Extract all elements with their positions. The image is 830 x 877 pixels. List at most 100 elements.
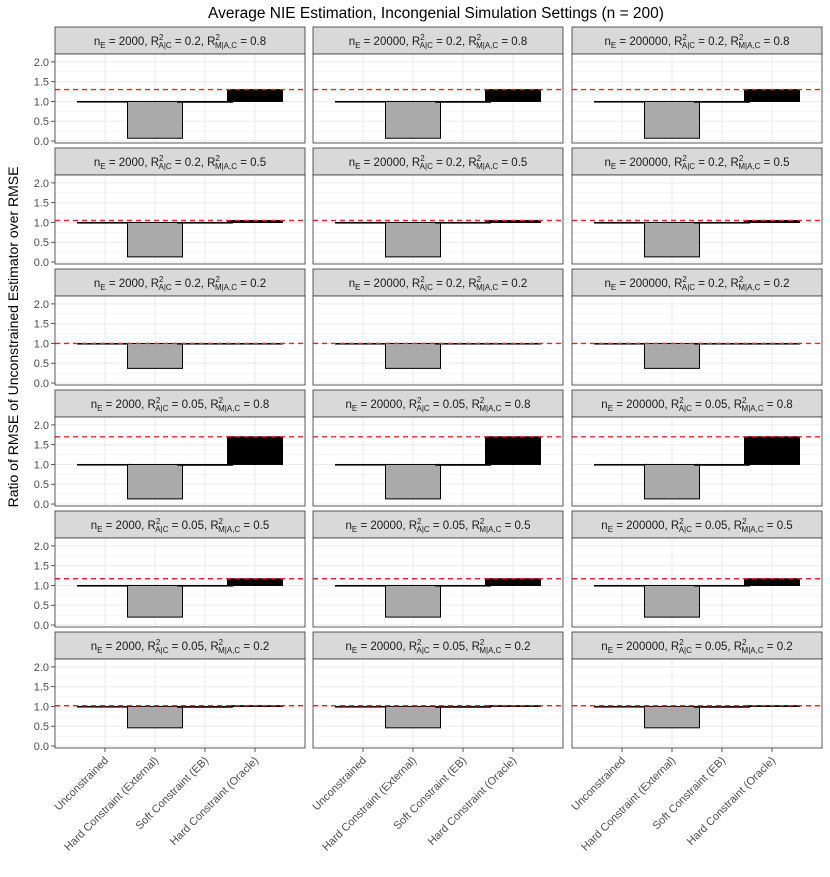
facet-label: nE = 2000, R2 A|C = 0.05, R2 M|A,C = 0.5 — [91, 517, 270, 534]
facet-strip — [312, 510, 564, 539]
panel-border — [312, 174, 564, 265]
facet-label: nE = 2000, R2 A|C = 0.2, R2 M|A,C = 0.5 — [94, 154, 266, 171]
facet-panel: nE = 2000, R2 A|C = 0.2, R2 M|A,C = 0.2 0.0… — [34, 268, 306, 390]
facet-panel: nE = 2000, R2 A|C = 0.05, R2 M|A,C = 0.5 0.… — [34, 510, 306, 632]
x-tick-label: Hard Constraint (External) — [62, 755, 161, 854]
bar — [127, 221, 183, 258]
panel-border — [571, 537, 823, 628]
y-tick-label: 1.0 — [34, 338, 49, 350]
x-tick-label: Hard Constraint (Oracle) — [685, 755, 778, 848]
facet-strip — [54, 26, 306, 55]
y-tick-label: 2.0 — [34, 541, 49, 553]
panel-border — [571, 416, 823, 507]
bar — [435, 221, 491, 224]
bar — [127, 463, 183, 500]
bar — [744, 578, 800, 586]
y-tick-label: 0.0 — [34, 741, 49, 753]
y-tick-label: 0.5 — [34, 358, 49, 370]
facet-strip — [54, 389, 306, 418]
facet-label: nE = 200000, R2 A|C = 0.05, R2 M|A,C = 0.5 — [601, 517, 792, 534]
facet-label: nE = 20000, R2 A|C = 0.05, R2 M|A,C = 0.8 — [346, 396, 531, 413]
bar — [177, 100, 233, 103]
y-tick-label: 2.0 — [34, 178, 49, 190]
facet-strip — [312, 147, 564, 176]
chart-title: Average NIE Estimation, Incongenial Simu… — [208, 5, 664, 22]
facet-panel: nE = 200000, R2 A|C = 0.2, R2 M|A,C = 0.2 — [571, 268, 823, 386]
y-tick-label: 0.0 — [34, 257, 49, 269]
facet-panel: nE = 2000, R2 A|C = 0.05, R2 M|A,C = 0.8 0.… — [34, 389, 306, 511]
facet-panel: nE = 2000, R2 A|C = 0.2, R2 M|A,C = 0.8 0.0… — [34, 26, 306, 148]
bar — [177, 221, 233, 224]
panel-border — [312, 537, 564, 628]
facet-label: nE = 20000, R2 A|C = 0.05, R2 M|A,C = 0.2 — [346, 638, 531, 655]
bar — [594, 705, 650, 708]
facet-panel: nE = 20000, R2 A|C = 0.05, R2 M|A,C = 0.5 — [312, 510, 564, 628]
y-tick-label: 0.5 — [34, 116, 49, 128]
bar — [385, 463, 441, 500]
panel-border — [312, 416, 564, 507]
facet-panel: nE = 200000, R2 A|C = 0.05, R2 M|A,C = 0.2… — [569, 631, 823, 853]
facet-label: nE = 200000, R2 A|C = 0.05, R2 M|A,C = 0.8 — [601, 396, 792, 413]
bar — [177, 584, 233, 587]
panel-border — [571, 53, 823, 144]
facet-label: nE = 200000, R2 A|C = 0.05, R2 M|A,C = 0.2 — [601, 638, 792, 655]
y-tick-label: 1.0 — [34, 701, 49, 713]
facet-strip — [54, 510, 306, 539]
facet-strip — [571, 147, 823, 176]
bar — [694, 705, 750, 708]
bar — [335, 463, 391, 466]
facet-strip — [312, 631, 564, 660]
y-tick-label: 2.0 — [34, 662, 49, 674]
bar — [385, 342, 441, 369]
bar — [694, 584, 750, 587]
bar — [77, 584, 133, 587]
y-tick-label: 1.5 — [34, 198, 49, 210]
facet-panel: nE = 200000, R2 A|C = 0.05, R2 M|A,C = 0.8 — [571, 389, 823, 507]
bar — [77, 463, 133, 466]
facet-label: nE = 20000, R2 A|C = 0.2, R2 M|A,C = 0.8 — [349, 33, 528, 50]
facet-strip — [54, 631, 306, 660]
facet-panel: nE = 20000, R2 A|C = 0.05, R2 M|A,C = 0.8 — [312, 389, 564, 507]
bar — [644, 342, 700, 369]
bar — [644, 463, 700, 500]
y-tick-label: 1.0 — [34, 96, 49, 108]
facet-panel: nE = 20000, R2 A|C = 0.2, R2 M|A,C = 0.2 — [312, 268, 564, 386]
facet-label: nE = 200000, R2 A|C = 0.2, R2 M|A,C = 0.5 — [604, 154, 789, 171]
facet-label: nE = 20000, R2 A|C = 0.05, R2 M|A,C = 0.5 — [346, 517, 531, 534]
panel-border — [54, 416, 306, 507]
bar — [594, 584, 650, 587]
facet-strip — [312, 389, 564, 418]
bar — [435, 100, 491, 103]
facet-label: nE = 2000, R2 A|C = 0.2, R2 M|A,C = 0.8 — [94, 33, 266, 50]
y-tick-label: 0.0 — [34, 136, 49, 148]
bar — [227, 89, 283, 102]
facet-label: nE = 20000, R2 A|C = 0.2, R2 M|A,C = 0.5 — [349, 154, 528, 171]
x-tick-label: Hard Constraint (External) — [320, 755, 419, 854]
facet-panel: nE = 2000, R2 A|C = 0.2, R2 M|A,C = 0.5 0.0… — [34, 147, 306, 269]
facet-label: nE = 2000, R2 A|C = 0.2, R2 M|A,C = 0.2 — [94, 275, 266, 292]
facet-label: nE = 2000, R2 A|C = 0.05, R2 M|A,C = 0.2 — [91, 638, 270, 655]
bar — [744, 436, 800, 465]
facet-strip — [571, 26, 823, 55]
y-tick-label: 1.5 — [34, 682, 49, 694]
y-tick-label: 0.5 — [34, 600, 49, 612]
bar — [127, 705, 183, 729]
bar — [694, 100, 750, 103]
bar — [335, 705, 391, 708]
bar — [485, 89, 541, 102]
bar — [127, 100, 183, 139]
bar — [127, 584, 183, 618]
facet-panels: nE = 2000, R2 A|C = 0.2, R2 M|A,C = 0.8 0.0… — [34, 26, 823, 854]
y-tick-label: 1.5 — [34, 440, 49, 452]
y-axis-label: Ratio of RMSE of Unconstrained Estimator… — [5, 167, 21, 508]
y-tick-label: 0.0 — [34, 378, 49, 390]
y-tick-label: 1.5 — [34, 561, 49, 573]
bar — [177, 463, 233, 466]
panel-border — [312, 295, 564, 386]
bar — [744, 89, 800, 102]
bar — [77, 221, 133, 224]
x-tick-label: Hard Constraint (Oracle) — [168, 755, 261, 848]
bar — [177, 705, 233, 708]
panel-border — [312, 658, 564, 749]
